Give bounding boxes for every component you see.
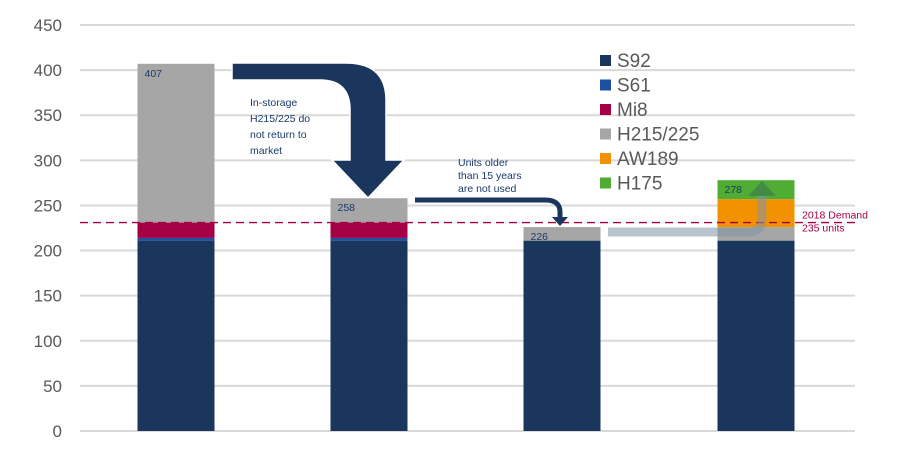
annotation-in-storage: H215/225 do	[250, 113, 310, 125]
bar-segment-mi8	[330, 222, 408, 238]
annotation-in-storage: market	[250, 145, 282, 157]
legend-label: Mi8	[617, 100, 648, 121]
bar-segment-s61	[330, 237, 408, 241]
y-tick-label: 450	[34, 16, 62, 35]
annotation-old-units: are not used	[458, 183, 517, 195]
growth-arrow	[608, 195, 767, 237]
legend-swatch	[600, 79, 611, 91]
small-curved-arrow	[415, 197, 563, 218]
bar-total-label: 278	[725, 184, 743, 196]
bar-total-label: 258	[338, 202, 356, 214]
legend-swatch	[600, 153, 611, 164]
demand-units-label: 235 units	[802, 223, 845, 235]
legend-label: S61	[617, 76, 651, 97]
legend-label: AW189	[617, 149, 679, 170]
legend-label: H215/225	[617, 125, 699, 146]
bar-segment-s92	[717, 240, 795, 431]
annotation-old-units: than 15 years	[458, 170, 522, 182]
y-tick-label: 200	[34, 242, 62, 261]
legend-swatch	[600, 128, 611, 140]
annotation-in-storage: not return to	[250, 129, 307, 141]
y-tick-label: 300	[34, 151, 62, 170]
bar-segment-s92	[330, 240, 408, 431]
bar-segment-s61	[137, 237, 215, 241]
y-tick-label: 0	[53, 422, 62, 441]
y-tick-label: 250	[34, 196, 62, 215]
y-tick-label: 150	[34, 287, 62, 306]
bar-segment-s92	[137, 240, 215, 431]
legend-label: H175	[617, 174, 662, 195]
y-tick-label: 400	[34, 61, 62, 80]
bar-total-label: 226	[531, 231, 549, 243]
bar-segment-mi8	[137, 222, 215, 238]
bar-segment-h215225	[137, 63, 215, 223]
y-tick-label: 350	[34, 106, 62, 125]
legend-swatch	[600, 177, 611, 189]
big-curved-arrow	[231, 62, 406, 200]
y-tick-label: 100	[34, 332, 62, 351]
legend-label: S92	[617, 51, 651, 72]
growth-arrow-head	[748, 181, 776, 196]
small-arrow-head	[552, 217, 568, 226]
legend-swatch	[600, 55, 611, 66]
legend-swatch	[600, 104, 611, 115]
bar-segment-s92	[523, 240, 601, 431]
bar-segment-h215225	[330, 198, 408, 223]
y-tick-label: 50	[43, 377, 62, 396]
annotation-old-units: Units older	[458, 157, 509, 169]
demand-label: 2018 Demand	[802, 210, 868, 222]
bar-total-label: 407	[145, 68, 163, 80]
annotation-in-storage: In-storage	[250, 97, 297, 109]
bar-segment-h215225	[523, 227, 601, 241]
